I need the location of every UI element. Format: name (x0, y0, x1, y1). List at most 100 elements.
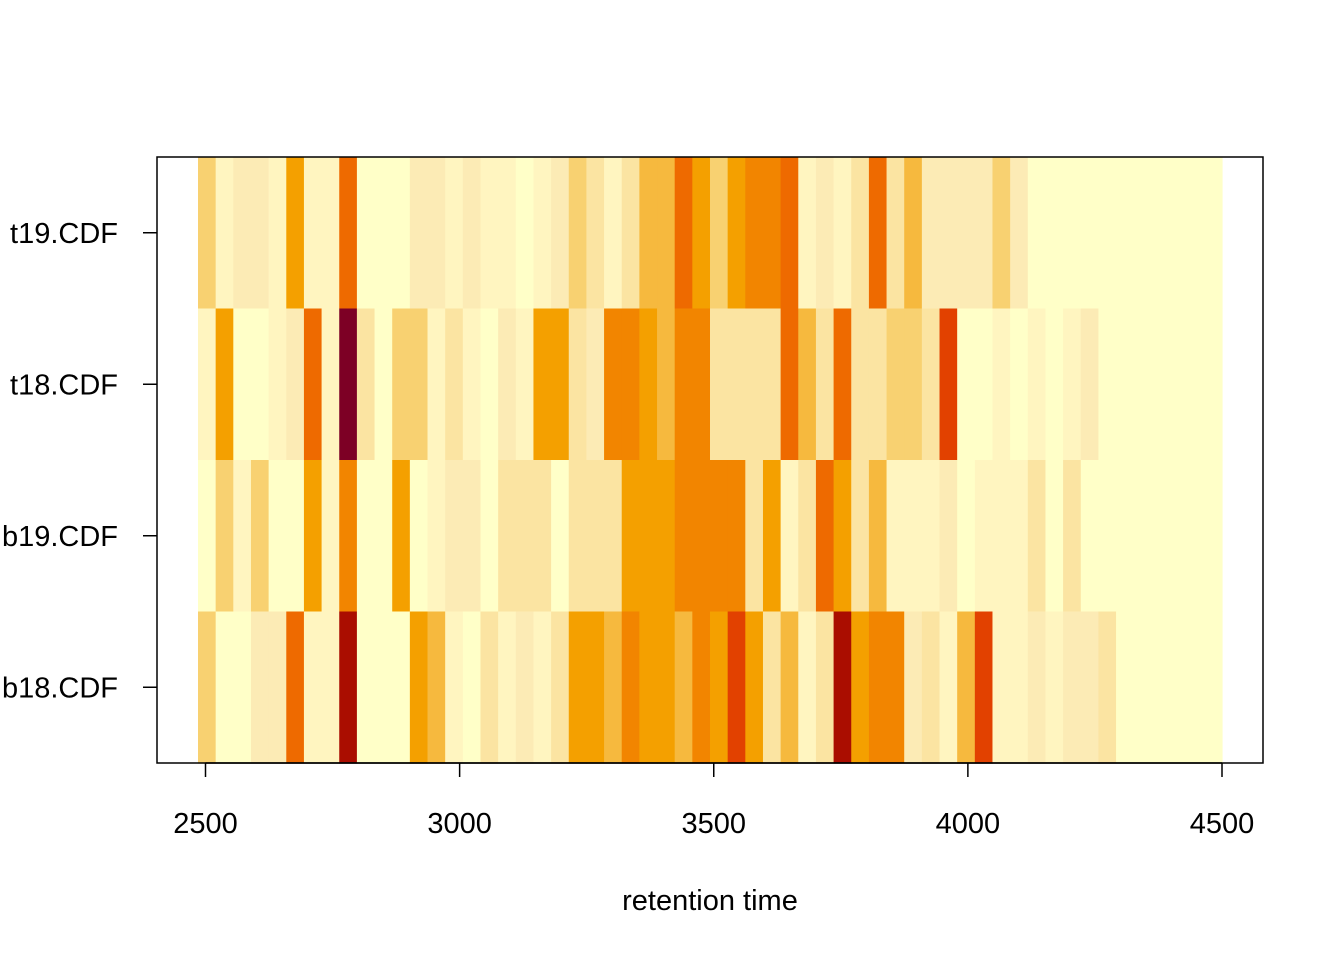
heatmap-cell (762, 611, 782, 764)
heatmap-cell (392, 611, 411, 764)
heatmap-cell (339, 460, 358, 613)
heatmap-cell (815, 460, 835, 613)
heatmap-cell (374, 157, 393, 310)
heatmap-cell (303, 460, 323, 613)
heatmap-cell (674, 611, 693, 764)
heatmap-cell (533, 611, 552, 764)
heatmap-cell (480, 460, 499, 613)
y-tick-label: b19.CDF (2, 521, 118, 553)
heatmap-cell (1204, 308, 1223, 461)
heatmap-cell (515, 460, 535, 613)
heatmap-cell (515, 308, 535, 461)
heatmap-cell (692, 308, 711, 461)
heatmap-cell (1045, 611, 1064, 764)
heatmap-cell (286, 460, 305, 613)
heatmap-cell (409, 157, 429, 310)
heatmap-cell (780, 611, 799, 764)
heatmap-cell (1151, 157, 1170, 310)
heatmap-cell (427, 460, 446, 613)
heatmap-cell (621, 308, 640, 461)
heatmap-cell (1080, 460, 1100, 613)
heatmap-cell (780, 460, 799, 613)
heatmap-cell (851, 611, 870, 764)
heatmap-cell (198, 157, 217, 310)
heatmap-cell (886, 460, 905, 613)
heatmap-cell (868, 460, 888, 613)
heatmap-cell (392, 308, 411, 461)
heatmap-cell (692, 157, 711, 310)
heatmap-cell (480, 308, 499, 461)
y-tick-label: t19.CDF (10, 218, 118, 250)
heatmap-cell (745, 611, 764, 764)
x-axis-title: retention time (622, 885, 798, 917)
heatmap-cell (409, 308, 429, 461)
heatmap-cell (780, 157, 799, 310)
heatmap-cell (727, 157, 746, 310)
heatmap-cell (710, 611, 729, 764)
heatmap-cell (604, 460, 623, 613)
heatmap-cell (586, 308, 605, 461)
heatmap-cell (515, 611, 535, 764)
x-tick-label: 3000 (427, 808, 492, 840)
heatmap-cell (498, 460, 517, 613)
heatmap-cell (427, 611, 446, 764)
heatmap-cell (498, 308, 517, 461)
heatmap-cell (445, 157, 464, 310)
heatmap-cell (657, 460, 676, 613)
heatmap-cell (1063, 460, 1082, 613)
heatmap-cell (692, 611, 711, 764)
heatmap-cell (868, 611, 888, 764)
heatmap-cell (233, 308, 252, 461)
y-tick-label: t18.CDF (10, 369, 118, 401)
heatmap-cell (992, 460, 1011, 613)
y-axis: t19.CDF t18.CDF b19.CDF b18.CDF (2, 218, 157, 704)
heatmap-cell (833, 308, 852, 461)
heatmap-cell (1133, 308, 1152, 461)
heatmap-cell (321, 460, 340, 613)
heatmap-cell (1169, 460, 1188, 613)
heatmap-cell (1098, 460, 1117, 613)
x-tick-label: 4000 (936, 808, 1001, 840)
heatmap-cell (957, 460, 976, 613)
heatmap-cell (480, 157, 499, 310)
heatmap-cell (551, 611, 570, 764)
heatmap-cell (462, 460, 482, 613)
heatmap-cell (1186, 157, 1205, 310)
heatmap-cell (286, 308, 305, 461)
heatmap-cell (815, 157, 835, 310)
heatmap-cell (1116, 611, 1135, 764)
heatmap-cell (586, 157, 605, 310)
heatmap-cell (657, 308, 676, 461)
heatmap-cell (551, 460, 570, 613)
heatmap-cell (833, 460, 852, 613)
heatmap-cell (339, 308, 358, 461)
heatmap-cell (1151, 460, 1170, 613)
heatmap-cell (1098, 157, 1117, 310)
heatmap-cell (303, 308, 323, 461)
heatmap-cell (268, 157, 287, 310)
y-tick-label: b18.CDF (2, 672, 118, 704)
heatmap-cell (710, 157, 729, 310)
heatmap-cell (374, 308, 393, 461)
heatmap-cell (886, 308, 905, 461)
heatmap-cell (745, 308, 764, 461)
heatmap-cell (798, 157, 817, 310)
heatmap-cell (957, 308, 976, 461)
heatmap-cell (1186, 460, 1205, 613)
heatmap-cell (586, 460, 605, 613)
heatmap-cell (356, 611, 376, 764)
heatmap-cell (957, 611, 976, 764)
heatmap-cell (992, 611, 1011, 764)
heatmap-cell (621, 611, 640, 764)
heatmap-cell (1027, 611, 1047, 764)
heatmap-cell (851, 157, 870, 310)
heatmap-cell (1151, 308, 1170, 461)
heatmap-cell (533, 157, 552, 310)
heatmap-cell (1186, 308, 1205, 461)
heatmap-cell (1133, 460, 1152, 613)
heatmap-cell (462, 611, 482, 764)
heatmap-cell (321, 611, 340, 764)
heatmap-cell (1133, 157, 1152, 310)
heatmap-cell (268, 460, 287, 613)
heatmap-cell (762, 460, 782, 613)
